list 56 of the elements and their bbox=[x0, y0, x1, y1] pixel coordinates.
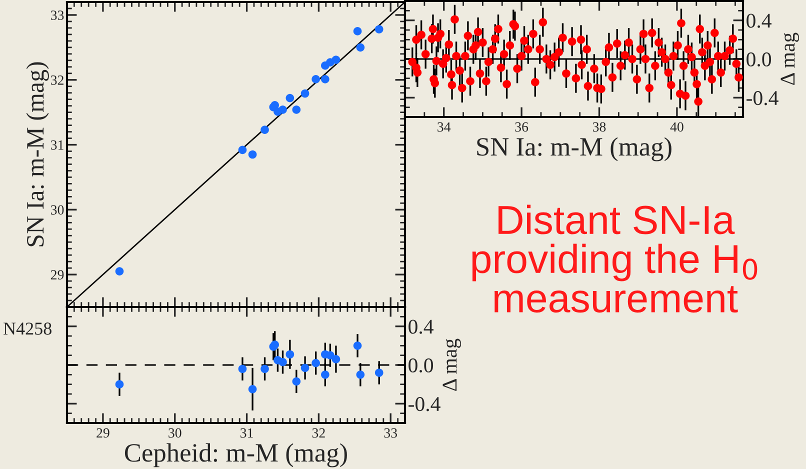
point bbox=[286, 94, 294, 102]
y-axis-title: Δ mag bbox=[442, 338, 462, 391]
y-tick-label: 32 bbox=[50, 75, 64, 85]
y-tick-label: 0.4 bbox=[746, 14, 772, 28]
x-tick-label: 36 bbox=[515, 122, 528, 132]
point bbox=[260, 364, 269, 374]
point bbox=[292, 106, 301, 114]
y-tick-label: 31 bbox=[50, 140, 64, 150]
point bbox=[238, 364, 247, 374]
x-axis-title: Cepheid: m-M (mag) bbox=[124, 443, 347, 468]
point bbox=[332, 56, 340, 64]
point bbox=[321, 370, 330, 379]
y-tick-label: 0.0 bbox=[408, 358, 434, 373]
point bbox=[353, 342, 362, 350]
point bbox=[300, 89, 310, 98]
point bbox=[278, 358, 287, 366]
point bbox=[312, 75, 320, 84]
x-tick-label: 30 bbox=[168, 428, 182, 438]
point bbox=[312, 358, 320, 368]
x-tick-label: 40 bbox=[670, 122, 684, 132]
y-axis-title: SN Ia: m-M (mag) bbox=[26, 62, 49, 246]
point bbox=[374, 368, 384, 377]
y-tick-label: 29 bbox=[50, 270, 64, 280]
point bbox=[248, 385, 257, 394]
y-tick-label: 30 bbox=[50, 205, 64, 215]
text: N4258 bbox=[4, 322, 52, 335]
x-tick-label: 29 bbox=[96, 428, 110, 438]
point bbox=[286, 350, 294, 359]
x-tick-label: 33 bbox=[384, 428, 398, 438]
x-axis-title: SN Ia: m-M (mag) bbox=[477, 137, 672, 162]
point bbox=[278, 106, 287, 114]
point bbox=[238, 146, 247, 154]
y-tick-label: 33 bbox=[50, 10, 64, 20]
y-tick-label: 0.4 bbox=[408, 320, 434, 334]
x-tick-label: 34 bbox=[438, 122, 451, 132]
text: Distant SN-Ia providing the H$_{0}$ measurement bbox=[472, 204, 758, 313]
x-tick-label: 32 bbox=[312, 428, 325, 438]
point bbox=[353, 27, 362, 36]
point bbox=[356, 370, 365, 379]
x-tick-label: 38 bbox=[592, 122, 606, 132]
point bbox=[300, 364, 310, 372]
point bbox=[292, 377, 301, 386]
point bbox=[115, 267, 124, 276]
point bbox=[260, 126, 269, 134]
point bbox=[332, 355, 340, 364]
point bbox=[321, 75, 330, 84]
y-tick-label: 0.0 bbox=[746, 52, 772, 67]
y-tick-label: -0.4 bbox=[746, 91, 778, 106]
point bbox=[115, 380, 124, 388]
point bbox=[356, 43, 365, 52]
point bbox=[326, 351, 334, 360]
y-tick-label: -0.4 bbox=[408, 397, 440, 412]
x-tick-label: 31 bbox=[240, 428, 253, 438]
point bbox=[374, 25, 384, 34]
y-axis-title: Δ mag bbox=[780, 32, 800, 85]
point bbox=[248, 150, 257, 159]
